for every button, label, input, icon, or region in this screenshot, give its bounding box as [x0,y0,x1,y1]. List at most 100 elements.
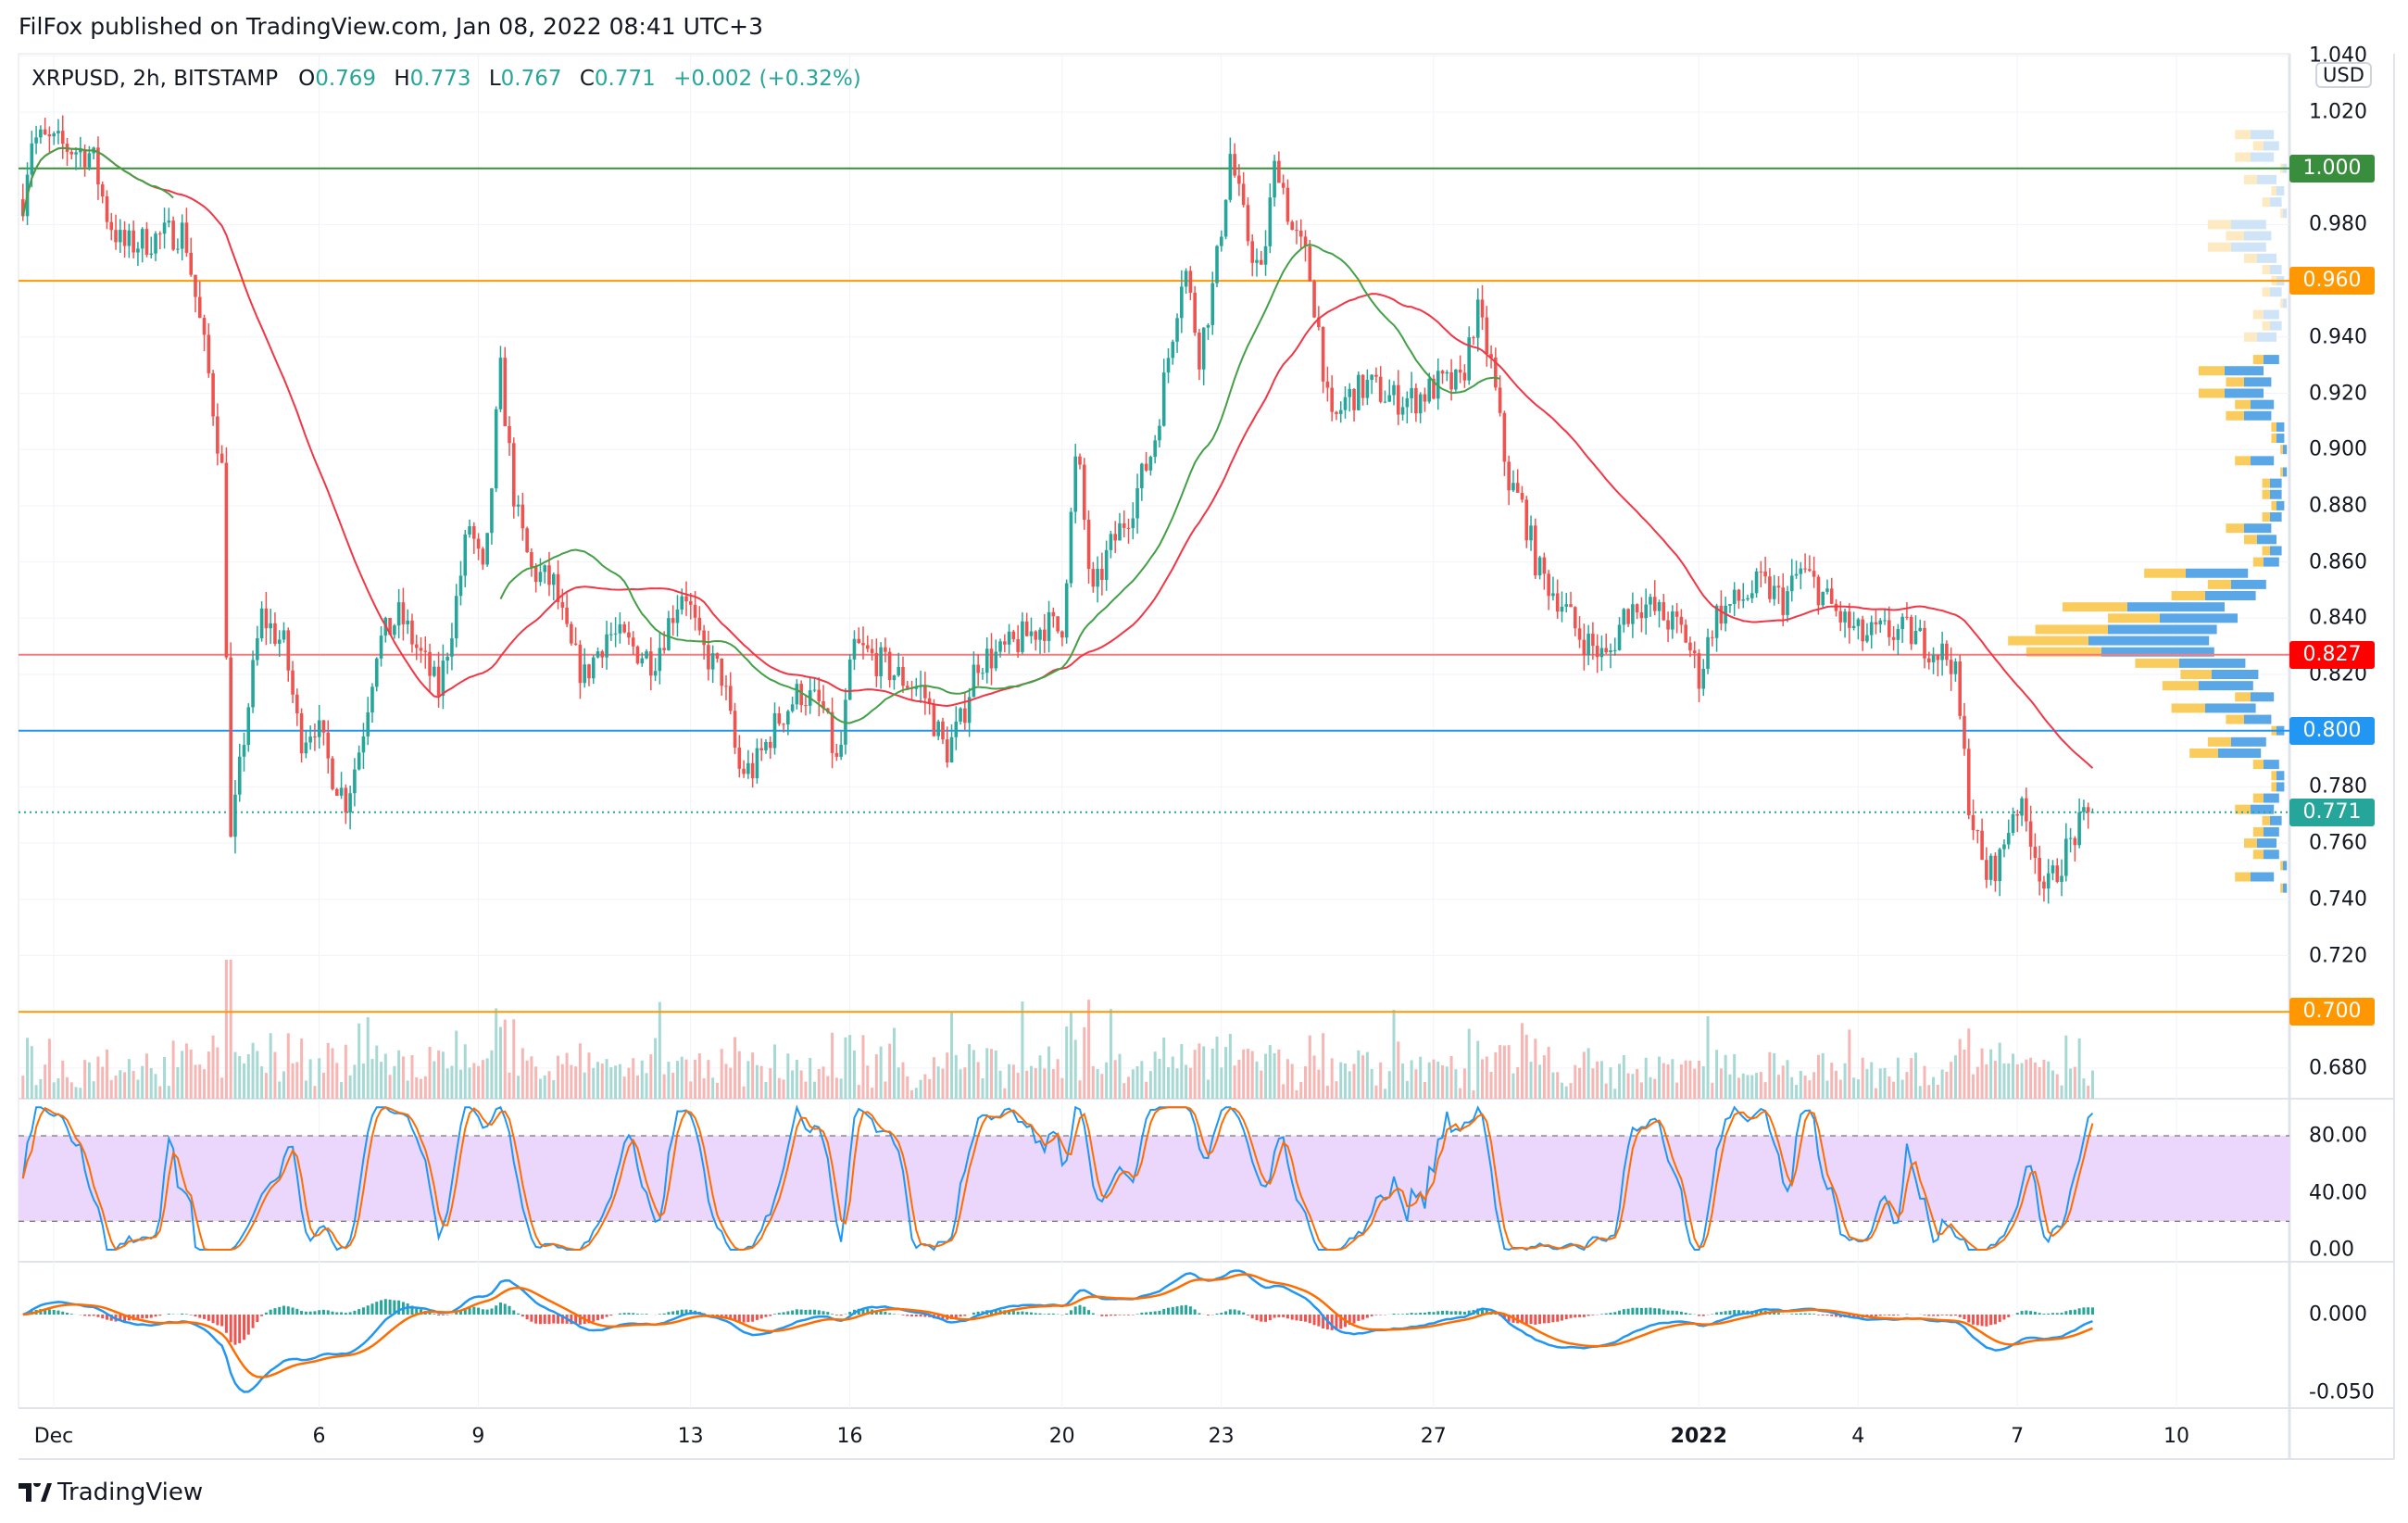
currency-button[interactable]: USD [2315,62,2372,88]
volume-profile-down [2235,872,2251,882]
macd-histogram-bar [1989,1315,1993,1326]
candle-body [1564,604,1569,607]
macd-histogram-bar [1348,1315,1351,1326]
volume-bar [2015,1064,2019,1099]
macd-histogram-bar [592,1315,596,1322]
volume-bar [702,1078,706,1099]
candle-body [1878,620,1883,625]
volume-bar [565,1052,569,1099]
candle-body [1799,568,1803,574]
volume-bar [821,1066,825,1099]
macd-histogram-bar [498,1302,502,1315]
candle-body [1848,611,1851,628]
change-value: +0.002 (+0.32%) [673,67,861,91]
candle-body [454,596,458,639]
candle-body [905,686,909,688]
candle-body [2025,798,2028,822]
candle-body [1953,661,1958,674]
volume-bar [498,1026,502,1099]
candle-body [69,151,74,155]
candle-body [1652,597,1657,611]
candle-body [357,752,361,770]
macd-histogram-bar [1008,1310,1011,1315]
macd-histogram-bar [1029,1312,1033,1315]
volume-bar [680,1056,684,1099]
candle-body [530,552,533,568]
macd-histogram-bar [370,1303,374,1315]
candle-body [1370,374,1373,381]
volume-bar [1370,1068,1373,1099]
candle-body [1524,499,1529,541]
candle-body [551,573,556,585]
macd-histogram-bar [1538,1315,1542,1325]
candle-body [47,134,52,137]
macd-histogram-bar [1025,1312,1029,1315]
volume-bar [1905,1072,1909,1099]
volume-bar [184,1043,188,1099]
volume-bar [401,1056,405,1099]
price-tick: 0.840 [2309,606,2367,630]
candle-body [1290,221,1294,231]
volume-bar [485,1058,489,1099]
volume-bar [635,1075,639,1099]
macd-histogram-bar [1370,1315,1373,1316]
volume-profile-down [2271,782,2276,792]
candle-body [171,220,175,250]
volume-profile-up [2270,815,2282,825]
candle-body [1631,604,1635,624]
volume-bar [1193,1050,1197,1099]
candle-body [56,131,60,134]
candle-body [2051,865,2055,874]
candle-body [1029,631,1034,636]
volume-bar [203,1069,207,1099]
candle-body [211,372,215,417]
candle-body [1551,593,1555,597]
macd-histogram-bar [1636,1307,1639,1315]
volume-bar [256,1051,259,1099]
candle-body [468,526,471,535]
macd-histogram-bar [543,1315,546,1324]
candle-body [2038,858,2041,882]
macd-histogram-bar [848,1312,852,1315]
macd-histogram-bar [184,1314,188,1315]
candle-body [1781,587,1786,615]
candle-body [1158,425,1161,441]
macd-histogram-bar [1441,1310,1445,1315]
volume-bar [871,1088,874,1099]
macd-histogram-bar [680,1309,684,1315]
volume-bar [149,1068,153,1099]
macd-histogram-bar [256,1315,259,1323]
volume-bar [2077,1038,2081,1099]
volume-bar [1998,1042,2001,1099]
candle-body [1547,573,1550,597]
volume-bar [1825,1080,1829,1099]
macd-histogram-bar [684,1309,688,1315]
candle-body [1100,569,1104,580]
macd-histogram-bar [1870,1315,1874,1317]
macd-histogram-bar [56,1310,60,1315]
candle-body [1400,407,1405,415]
candle-body [1281,183,1286,188]
volume-bar [2029,1057,2033,1099]
volume-bar [1688,1060,1692,1099]
macd-histogram-bar [866,1308,870,1315]
volume-bar [517,1076,520,1099]
candle-body [498,358,503,409]
candle-body [490,488,494,534]
volume-bar [282,1071,285,1099]
volume-profile-down [2162,681,2199,691]
volume-bar [1582,1051,1586,1099]
macd-histogram-bar [1459,1311,1462,1315]
macd-histogram-bar [2042,1314,2046,1315]
candle-body [1303,236,1308,246]
macd-histogram-bar [1618,1310,1622,1315]
candle-body [520,504,525,529]
candle-body [954,721,959,737]
volume-bar [976,1062,980,1099]
volume-bar [1162,1038,1166,1099]
macd-histogram-bar [1560,1315,1563,1321]
volume-bar [1304,1066,1308,1099]
candle-body [768,742,772,749]
macd-histogram-bar [1304,1315,1308,1322]
